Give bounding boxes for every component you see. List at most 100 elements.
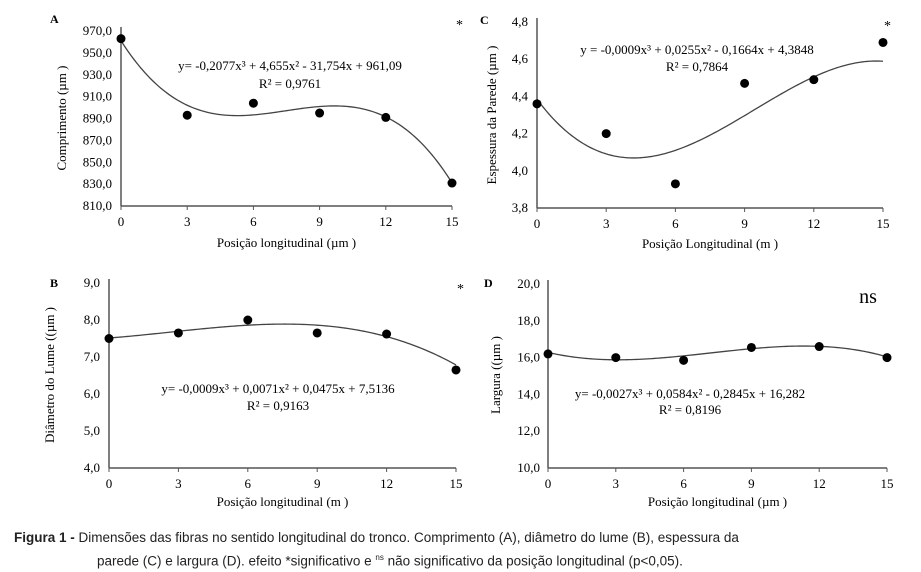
data-point	[312, 328, 322, 338]
y-tick-label: 7,0	[84, 349, 100, 364]
x-tick-label: 6	[672, 216, 679, 231]
y-tick-label: 930,0	[83, 67, 112, 82]
x-axis-label: Posição longitudinal (µm )	[217, 235, 356, 250]
caption-line2b: não significativo da posição longitudina…	[383, 553, 683, 569]
x-tick-label: 6	[245, 476, 252, 491]
data-point	[182, 110, 192, 120]
x-tick-label: 3	[175, 476, 182, 491]
data-point	[116, 34, 126, 44]
data-point	[670, 179, 680, 189]
panel-label: D	[484, 276, 493, 290]
y-tick-label: 830,0	[83, 176, 112, 191]
trend-line-A	[120, 40, 453, 184]
y-axis-label: Comprimento (µm )	[54, 66, 69, 171]
panel-label: A	[50, 12, 59, 26]
data-point	[248, 98, 258, 108]
x-tick-label: 0	[534, 216, 541, 231]
data-point	[679, 355, 689, 365]
y-tick-label: 4,2	[512, 126, 528, 141]
data-point	[381, 112, 391, 122]
data-point	[243, 315, 253, 325]
regression-equation: y = -0,0009x³ + 0,0255x² - 0,1664x + 4,3…	[580, 42, 813, 57]
r-squared: R² = 0,9761	[259, 76, 321, 91]
figure-panels: 970,0950,0930,0910,0890,0870,0850,0830,0…	[42, 12, 894, 509]
y-tick-label: 5,0	[84, 423, 100, 438]
r-squared: R² = 0,8196	[659, 402, 722, 417]
y-tick-label: 14,0	[517, 386, 540, 401]
r-squared: R² = 0,9163	[247, 398, 309, 413]
y-tick-label: 910,0	[83, 89, 112, 104]
x-tick-label: 0	[545, 476, 552, 491]
y-tick-label: 4,0	[84, 460, 100, 475]
y-tick-label: 3,8	[512, 200, 528, 215]
data-point	[814, 342, 824, 352]
data-point	[601, 129, 611, 139]
x-tick-label: 6	[680, 476, 687, 491]
y-axis-label: Largura ((µm )	[488, 336, 503, 414]
data-point	[543, 349, 553, 359]
significance-marker: *	[457, 282, 464, 297]
x-tick-label: 9	[741, 216, 748, 231]
trend-line-B	[108, 323, 457, 366]
x-tick-label: 9	[748, 476, 755, 491]
y-axis-label: Espessura da Parede (µm )	[484, 46, 499, 185]
x-axis-label: Posição Longitudinal (m )	[642, 236, 778, 251]
x-axis-label: Posição longitudinal (µm )	[648, 494, 787, 509]
caption-line1: Dimensões das fibras no sentido longitud…	[74, 530, 739, 545]
regression-equation: y= -0,0009x³ + 0,0071x² + 0,0475x + 7,51…	[161, 381, 395, 396]
x-tick-label: 12	[379, 214, 392, 229]
caption-line2a: parede (C) e largura (D). efeito *signif…	[97, 553, 376, 569]
x-tick-label: 9	[314, 476, 321, 491]
x-tick-label: 15	[881, 476, 894, 491]
x-tick-label: 15	[450, 476, 463, 491]
data-point	[447, 178, 457, 188]
data-point	[173, 328, 183, 338]
x-tick-label: 12	[813, 476, 826, 491]
x-tick-label: 0	[106, 476, 113, 491]
x-tick-label: 3	[184, 214, 191, 229]
data-point	[532, 99, 542, 109]
y-tick-label: 18,0	[517, 313, 540, 328]
data-point	[451, 365, 461, 375]
caption-label: Figura 1 -	[14, 530, 75, 545]
significance-marker: *	[456, 18, 463, 33]
y-tick-label: 970,0	[83, 23, 112, 38]
y-tick-label: 890,0	[83, 111, 112, 126]
data-point	[878, 37, 888, 47]
x-tick-label: 15	[446, 214, 459, 229]
y-tick-label: 4,4	[512, 88, 529, 103]
trend-line-C	[536, 60, 884, 159]
y-tick-label: 16,0	[517, 350, 540, 365]
x-tick-label: 6	[250, 214, 257, 229]
y-tick-label: 950,0	[83, 45, 112, 60]
regression-equation: y= -0,2077x³ + 4,655x² - 31,754x + 961,0…	[178, 58, 402, 73]
y-tick-label: 8,0	[84, 312, 100, 327]
y-tick-label: 4,0	[512, 163, 528, 178]
y-tick-label: 4,6	[512, 51, 529, 66]
regression-equation: y= -0,0027x³ + 0,0584x² - 0,2845x + 16,2…	[575, 386, 805, 401]
y-tick-label: 870,0	[83, 132, 112, 147]
x-tick-label: 9	[316, 214, 323, 229]
data-point	[611, 353, 621, 363]
y-tick-label: 810,0	[83, 198, 112, 213]
trend-line-D	[547, 345, 888, 361]
significance-marker: *	[884, 19, 891, 34]
data-point	[809, 75, 819, 85]
figure-caption: Figura 1 - Dimensões das fibras no senti…	[14, 528, 914, 572]
data-point	[740, 78, 750, 88]
y-tick-label: 850,0	[83, 154, 112, 169]
x-tick-label: 3	[603, 216, 610, 231]
x-tick-label: 12	[807, 216, 820, 231]
data-point	[315, 108, 325, 118]
data-point	[104, 334, 114, 343]
data-point	[382, 329, 392, 339]
r-squared: R² = 0,7864	[666, 59, 729, 74]
y-tick-label: 6,0	[84, 386, 100, 401]
x-axis-label: Posição longitudinal (m )	[217, 494, 349, 509]
x-tick-label: 15	[877, 216, 890, 231]
x-tick-label: 0	[118, 214, 125, 229]
y-tick-label: 20,0	[517, 276, 540, 291]
panel-label: B	[50, 276, 58, 290]
y-tick-label: 10,0	[517, 460, 540, 475]
y-axis-label: Diâmetro do Lume ((µm )	[42, 307, 57, 443]
